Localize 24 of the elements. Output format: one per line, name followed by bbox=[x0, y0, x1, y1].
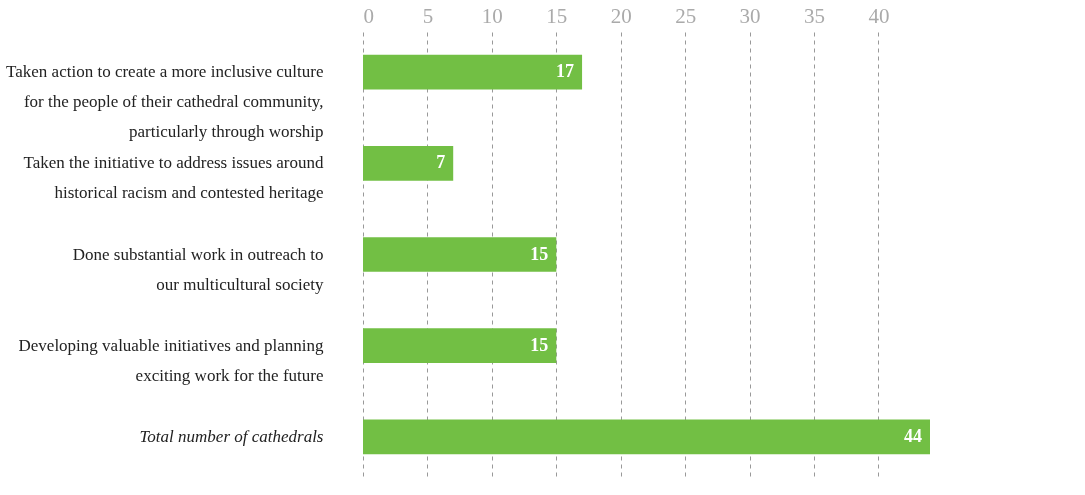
bar bbox=[363, 328, 557, 364]
x-tick-label: 5 bbox=[422, 3, 434, 28]
data-label: 44 bbox=[904, 425, 922, 446]
x-tick-label: 30 bbox=[739, 3, 761, 28]
bar bbox=[363, 419, 930, 455]
data-label: 17 bbox=[556, 61, 575, 82]
x-tick-label: 20 bbox=[610, 3, 632, 28]
data-label: 7 bbox=[436, 152, 446, 173]
data-label: 15 bbox=[530, 243, 549, 264]
y-tick-label: Taken the initiative to address issues around historical racism and contested heritage bbox=[23, 153, 324, 203]
x-tick-label: 0 bbox=[363, 3, 374, 28]
data-label: 15 bbox=[530, 334, 549, 355]
y-tick-label: Taken action to create a more inclusive culture for the people of their cathedral community, particularly through worship bbox=[6, 62, 324, 142]
x-tick-label: 35 bbox=[804, 3, 826, 28]
bar bbox=[363, 54, 583, 90]
x-tick-label: 25 bbox=[675, 3, 697, 28]
y-tick-label: Total number of cathedrals bbox=[139, 426, 324, 446]
x-tick-label: 40 bbox=[868, 3, 890, 28]
x-tick-label: 15 bbox=[546, 3, 568, 28]
bar bbox=[363, 237, 557, 272]
y-tick-label: Done substantial work in outreach to our multicultural society bbox=[72, 244, 324, 294]
x-tick-label: 10 bbox=[481, 3, 503, 28]
bar bbox=[363, 145, 454, 181]
y-tick-label: Developing valuable initiatives and planning exciting work for the future bbox=[18, 335, 324, 385]
